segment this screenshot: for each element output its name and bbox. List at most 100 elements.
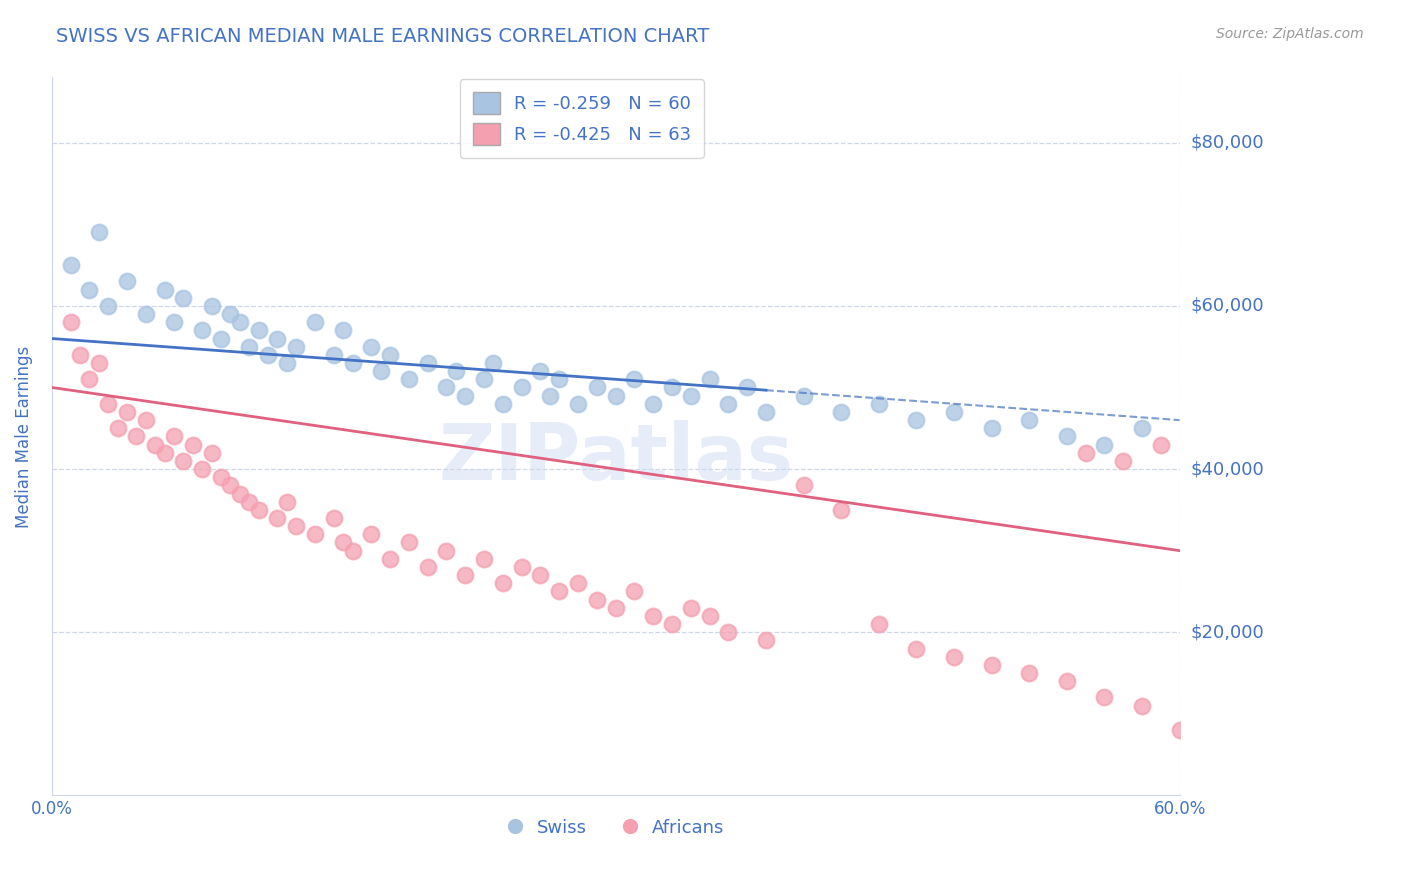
Point [1092,437,1115,451]
Point [209,332,232,346]
Point [454,389,477,403]
Point [510,560,533,574]
Point [191,323,214,337]
Point [304,527,326,541]
Point [1168,723,1191,738]
Point [623,584,645,599]
Point [398,535,420,549]
Point [229,315,252,329]
Point [661,617,683,632]
Point [69,348,91,362]
Point [905,641,928,656]
Point [1130,698,1153,713]
Point [87,226,110,240]
Point [699,608,721,623]
Point [172,454,194,468]
Point [79,283,101,297]
Point [548,584,571,599]
Point [219,478,242,492]
Point [191,462,214,476]
Point [332,323,354,337]
Point [163,429,186,443]
Point [699,372,721,386]
Point [472,551,495,566]
Text: $40,000: $40,000 [1191,460,1264,478]
Point [342,543,364,558]
Point [276,356,298,370]
Point [567,397,589,411]
Point [115,405,138,419]
Point [322,511,344,525]
Point [257,348,280,362]
Point [153,446,176,460]
Text: SWISS VS AFRICAN MEDIAN MALE EARNINGS CORRELATION CHART: SWISS VS AFRICAN MEDIAN MALE EARNINGS CO… [56,27,710,45]
Point [172,291,194,305]
Point [266,332,288,346]
Point [378,348,401,362]
Point [755,633,778,648]
Point [605,389,627,403]
Point [238,494,260,508]
Point [529,568,551,582]
Point [304,315,326,329]
Point [661,380,683,394]
Point [492,576,515,591]
Point [623,372,645,386]
Point [1130,421,1153,435]
Point [1018,666,1040,681]
Point [454,568,477,582]
Point [1112,454,1135,468]
Point [135,307,157,321]
Point [181,437,204,451]
Point [135,413,157,427]
Point [943,649,966,664]
Point [238,340,260,354]
Point [115,274,138,288]
Point [97,397,120,411]
Point [510,380,533,394]
Point [643,397,665,411]
Text: $20,000: $20,000 [1191,624,1264,641]
Point [97,299,120,313]
Point [200,446,222,460]
Point [1018,413,1040,427]
Point [360,340,382,354]
Point [980,657,1002,672]
Point [285,340,308,354]
Point [529,364,551,378]
Point [229,486,252,500]
Point [1056,429,1078,443]
Point [1074,446,1097,460]
Point [378,551,401,566]
Point [586,592,609,607]
Point [87,356,110,370]
Point [163,315,186,329]
Point [219,307,242,321]
Point [793,478,815,492]
Legend: Swiss, Africans: Swiss, Africans [501,812,731,844]
Point [492,397,515,411]
Point [1092,690,1115,705]
Point [905,413,928,427]
Point [472,372,495,386]
Point [755,405,778,419]
Point [643,608,665,623]
Point [868,617,890,632]
Point [605,600,627,615]
Point [793,389,815,403]
Point [247,503,270,517]
Point [538,389,561,403]
Point [153,283,176,297]
Point [1056,674,1078,689]
Point [59,258,82,272]
Point [247,323,270,337]
Point [200,299,222,313]
Text: $60,000: $60,000 [1191,297,1264,315]
Y-axis label: Median Male Earnings: Median Male Earnings [15,345,32,527]
Text: Source: ZipAtlas.com: Source: ZipAtlas.com [1216,27,1364,41]
Point [830,405,852,419]
Point [1150,437,1173,451]
Point [143,437,166,451]
Point [398,372,420,386]
Point [567,576,589,591]
